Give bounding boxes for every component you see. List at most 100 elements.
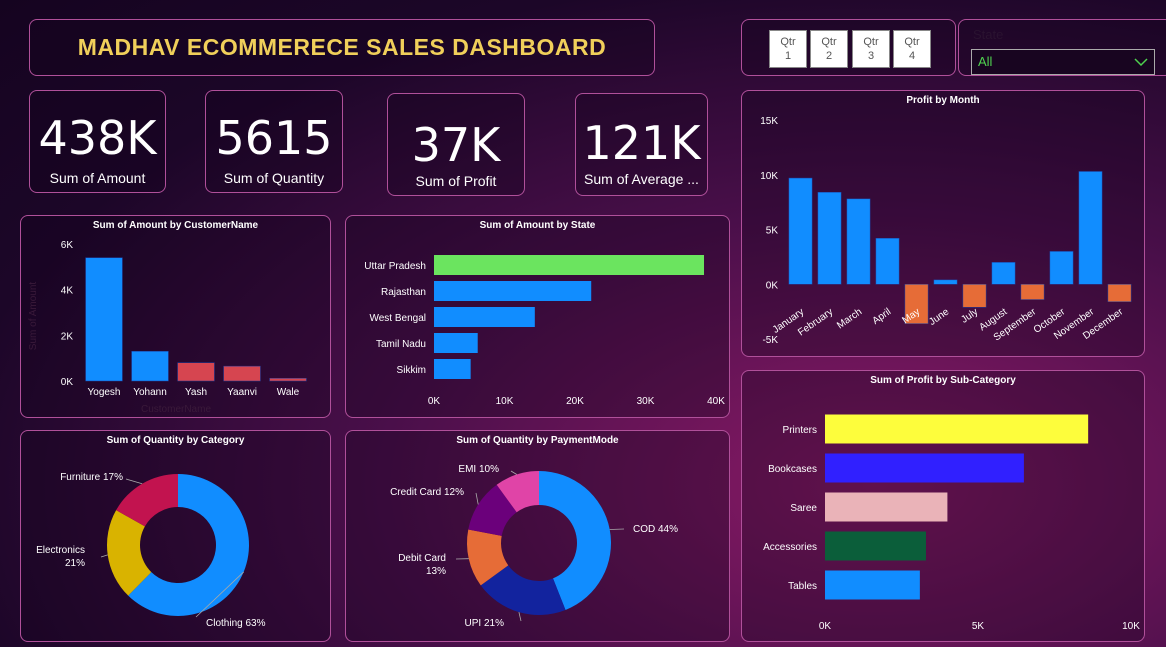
donut-slice [496, 471, 539, 513]
y-tick-label: Sikkim [397, 365, 426, 376]
chart-month: Profit by Month -5K 0K 5K 10K 15K January Febru… [741, 90, 1145, 357]
bar [131, 351, 169, 382]
donut-slice [467, 529, 509, 586]
bar [933, 279, 958, 285]
y-tick-label: Tamil Nadu [376, 339, 426, 350]
leader-line [518, 612, 522, 622]
qtr-1-button[interactable]: Qtr 1 [769, 30, 807, 68]
bar [825, 570, 920, 600]
chart-subcat: Sum of Profit by Sub-Category 0K 5K 10K Prin… [741, 370, 1145, 642]
qtr-3-button[interactable]: Qtr 3 [852, 30, 890, 68]
bar [991, 262, 1016, 285]
y-tick-label: West Bengal [369, 313, 426, 324]
bar [434, 281, 592, 301]
x-tick-label: 0K [819, 621, 832, 632]
y-tick-label: -5K [762, 335, 778, 346]
x-tick-label: 40K [707, 396, 725, 407]
x-tick-label: 5K [972, 621, 985, 632]
y-tick-label: 15K [760, 116, 778, 127]
x-tick-label: Yogesh [88, 387, 121, 398]
x-tick-label: June [927, 306, 951, 328]
y-tick-label: Saree [790, 503, 817, 514]
x-tick-label: Yohann [133, 387, 167, 398]
category-donut-chart: Clothing 63% Electronics 21% Furniture 17% [36, 472, 266, 629]
bar [434, 333, 478, 353]
bar [223, 365, 261, 382]
x-tick-label: Yaanvi [227, 387, 257, 398]
kpi-sum-of-average: 121K Sum of Average ... [575, 93, 708, 196]
slice-label: Furniture 17% [60, 472, 123, 483]
state-slicer: State All [958, 19, 1166, 76]
leader-line [125, 478, 143, 485]
bar [904, 284, 929, 324]
slice-label: Clothing 63% [206, 618, 266, 629]
y-tick-label: 2K [61, 331, 74, 342]
y-tick-label: Uttar Pradesh [364, 261, 426, 272]
kpi-sum-of-amount: 438K Sum of Amount [29, 90, 166, 193]
x-tick-label: 10K [496, 396, 514, 407]
bar [817, 192, 842, 285]
donut-slice [539, 471, 611, 610]
x-axis-title: CustomerName [141, 404, 211, 415]
bar [825, 492, 948, 522]
bar [434, 307, 535, 327]
bar [1020, 284, 1045, 300]
state-dropdown[interactable]: All [971, 49, 1155, 75]
dashboard-title: MADHAV ECOMMERECE SALES DASHBOARD [77, 34, 607, 60]
dashboard-title-card: MADHAV ECOMMERECE SALES DASHBOARD [29, 19, 655, 76]
x-tick-label: Yash [185, 387, 207, 398]
slice-label: UPI 21% [465, 618, 505, 629]
bar [825, 531, 926, 561]
x-tick-label: July [959, 306, 980, 325]
y-tick-label: Bookcases [768, 464, 817, 475]
x-tick-label: 20K [566, 396, 584, 407]
slice-label: 13% [426, 566, 446, 577]
y-tick-label: 5K [766, 226, 779, 237]
kpi-sum-of-profit: 37K Sum of Profit [387, 93, 525, 196]
x-tick-label: April [871, 306, 894, 326]
slice-label: Debit Card [398, 553, 446, 564]
donut-slice [106, 510, 152, 596]
state-bar-chart: 0K 10K 20K 30K 40K Uttar Pradesh Rajasthan West… [364, 255, 725, 407]
quarter-slicer: Qtr 1 Qtr 2 Qtr 3 Qtr 4 [741, 19, 956, 76]
y-tick-label: 0K [61, 377, 74, 388]
bar [434, 359, 471, 379]
state-dropdown-value: All [978, 54, 993, 69]
bar [434, 255, 705, 275]
customer-bar-chart: 0K 2K 4K 6K Yogesh Yohann Yash Yaanvi Wale Custom… [28, 240, 307, 415]
bar [1049, 251, 1074, 285]
y-tick-label: 6K [61, 240, 74, 251]
donut-slice [128, 474, 249, 616]
slice-label: Electronics [36, 545, 85, 556]
y-tick-label: Printers [783, 425, 817, 436]
bar [875, 238, 900, 285]
donut-slice [116, 474, 178, 527]
bar [269, 378, 307, 382]
y-tick-label: 0K [766, 280, 779, 291]
bar [825, 414, 1089, 444]
leader-line [609, 528, 625, 530]
kpi-sum-of-quantity: 5615 Sum of Quantity [205, 90, 343, 193]
bar [1107, 284, 1132, 303]
slice-label: EMI 10% [458, 464, 499, 475]
bar [177, 362, 215, 382]
chevron-down-icon [1134, 58, 1148, 67]
x-tick-label: 10K [1122, 621, 1140, 632]
x-tick-label: Wale [277, 387, 300, 398]
chart-payment: Sum of Quantity by PaymentMode COD 44% UPI… [345, 430, 730, 642]
state-slicer-label: State [973, 27, 1004, 42]
leader-line [475, 492, 479, 505]
bar [962, 284, 987, 308]
slice-label: 21% [65, 558, 85, 569]
slice-label: COD 44% [633, 524, 678, 535]
chart-state: Sum of Amount by State 0K 10K 20K 30K 40K Utta… [345, 215, 730, 418]
y-tick-label: Accessories [763, 542, 817, 553]
qtr-4-button[interactable]: Qtr 4 [893, 30, 931, 68]
bar [85, 257, 123, 382]
slice-label: Credit Card 12% [390, 487, 464, 498]
leader-line [510, 470, 517, 475]
y-tick-label: Tables [788, 581, 817, 592]
y-tick-label: 10K [760, 171, 778, 182]
qtr-2-button[interactable]: Qtr 2 [810, 30, 848, 68]
bar [1078, 171, 1103, 285]
